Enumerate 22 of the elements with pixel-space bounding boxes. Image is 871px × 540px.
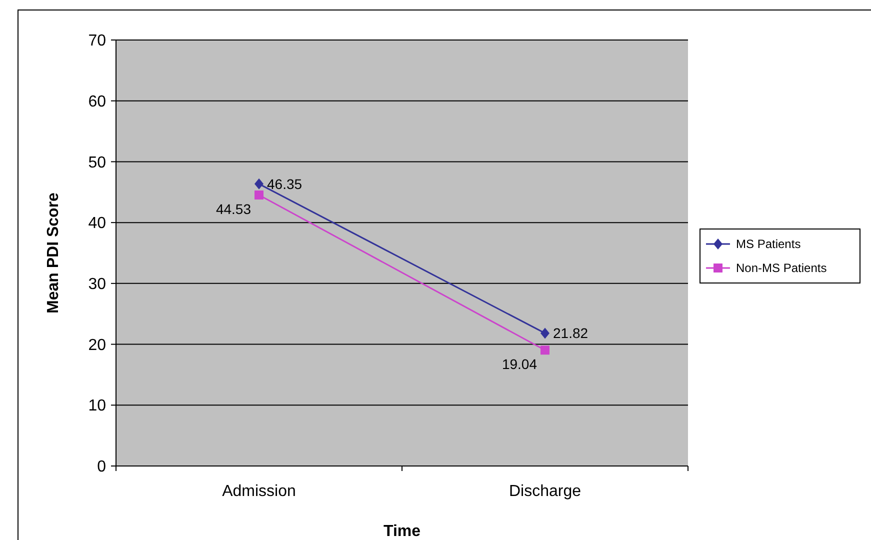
y-axis-title: Mean PDI Score: [45, 192, 62, 314]
y-tick-label: 20: [88, 336, 106, 354]
y-tick-label: 40: [88, 215, 106, 232]
y-tick-label: 70: [88, 32, 106, 50]
legend-label: Non-MS Patients: [736, 261, 827, 276]
legend-label: MS Patients: [736, 237, 801, 252]
point: [540, 328, 550, 339]
data-label: 44.53: [216, 200, 252, 217]
point: [540, 346, 550, 355]
x-axis-title: Time: [383, 523, 421, 540]
point: [254, 178, 264, 190]
data-label: 46.35: [267, 176, 302, 192]
x-tick-label: Discharge: [508, 483, 582, 500]
data-label: 21.82: [553, 325, 588, 342]
y-tick-label: 0: [97, 458, 106, 476]
y-tick-label: 30: [88, 276, 106, 294]
x-tick-label: Admission: [222, 483, 296, 500]
point: [254, 190, 264, 200]
y-tick-label: 10: [88, 398, 106, 415]
data-label: 19.04: [502, 356, 538, 372]
y-tick-label: 60: [88, 93, 106, 110]
y-tick-label: 50: [88, 154, 106, 172]
